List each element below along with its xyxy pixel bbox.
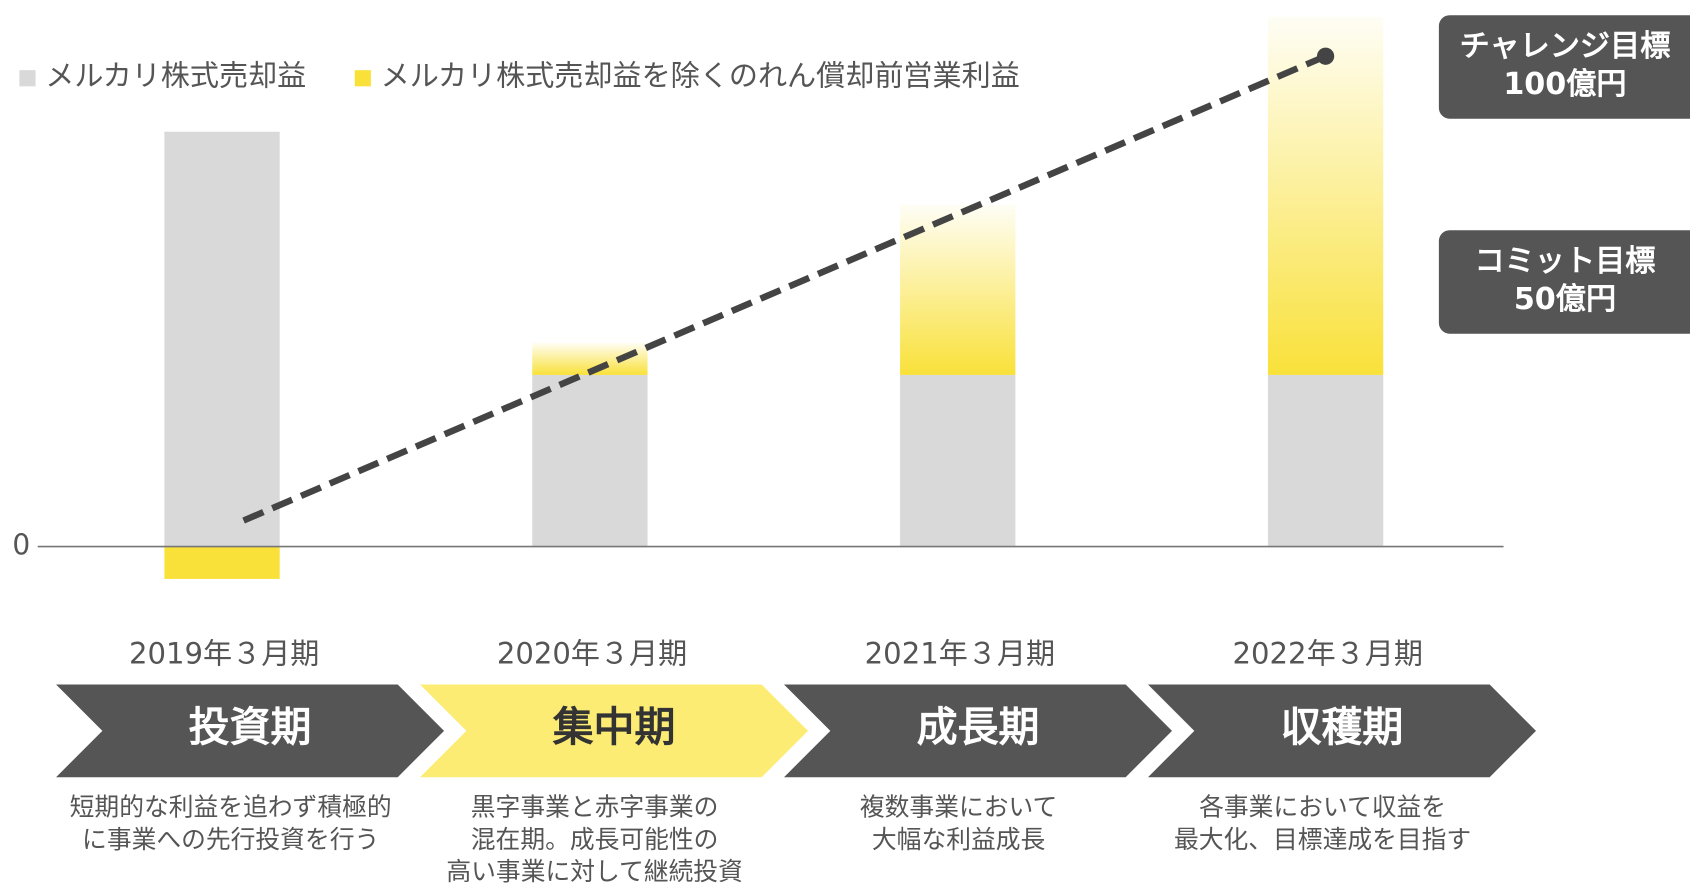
target-label: チャレンジ目標 (1460, 29, 1671, 64)
bar-segment (164, 546, 280, 579)
x-tick-label: 2020年３月期 (497, 636, 687, 670)
target-value: 100億円 (1503, 67, 1626, 102)
phase-description: 短期的な利益を追わず積極的 (70, 792, 392, 821)
bar-segment (1267, 374, 1384, 547)
bar-segment (532, 374, 648, 547)
legend-label: メルカリ株式売却益 (45, 59, 306, 93)
bar-segment (900, 374, 1016, 547)
phase-description: 各事業において収益を (1199, 792, 1446, 821)
target-box (1438, 230, 1690, 334)
phase-chevron (56, 684, 445, 778)
x-tick-label: 2021年３月期 (865, 636, 1055, 670)
phase-name: 集中期 (552, 703, 676, 751)
phase-name: 収穫期 (1281, 703, 1404, 751)
phase-description: に事業への先行投資を行う (82, 825, 379, 854)
phase-description: 混在期。成長可能性の (471, 825, 719, 854)
phase-chevron (420, 684, 809, 778)
phase-description: 高い事業に対して継続投資 (446, 857, 742, 884)
bar-segment (1267, 16, 1384, 375)
phase-name: 成長期 (917, 703, 1040, 751)
bar-segment (164, 131, 280, 547)
target-box (1438, 15, 1690, 119)
x-tick-label: 2019年３月期 (129, 636, 319, 670)
legend-swatch (19, 70, 36, 87)
legend-label: メルカリ株式売却益を除くのれん償却前営業利益 (381, 59, 1020, 93)
trend-line (242, 53, 1327, 524)
legend-swatch (354, 70, 371, 87)
y-tick-label: 0 (12, 529, 30, 562)
phase-description: 複数事業において (860, 792, 1057, 821)
phase-description: 黒字事業と赤字事業の (471, 792, 719, 821)
x-tick-label: 2022年３月期 (1233, 636, 1423, 670)
phase-description: 最大化、目標達成を目指す (1174, 825, 1471, 854)
target-value: 50億円 (1514, 282, 1616, 317)
phase-chevron (1147, 684, 1536, 778)
phase-chevron (783, 684, 1173, 778)
trend-end-dot (1316, 47, 1335, 65)
phase-name: 投資期 (189, 703, 312, 751)
target-label: コミット目標 (1475, 244, 1656, 279)
phase-description: 大幅な利益成長 (872, 825, 1046, 854)
